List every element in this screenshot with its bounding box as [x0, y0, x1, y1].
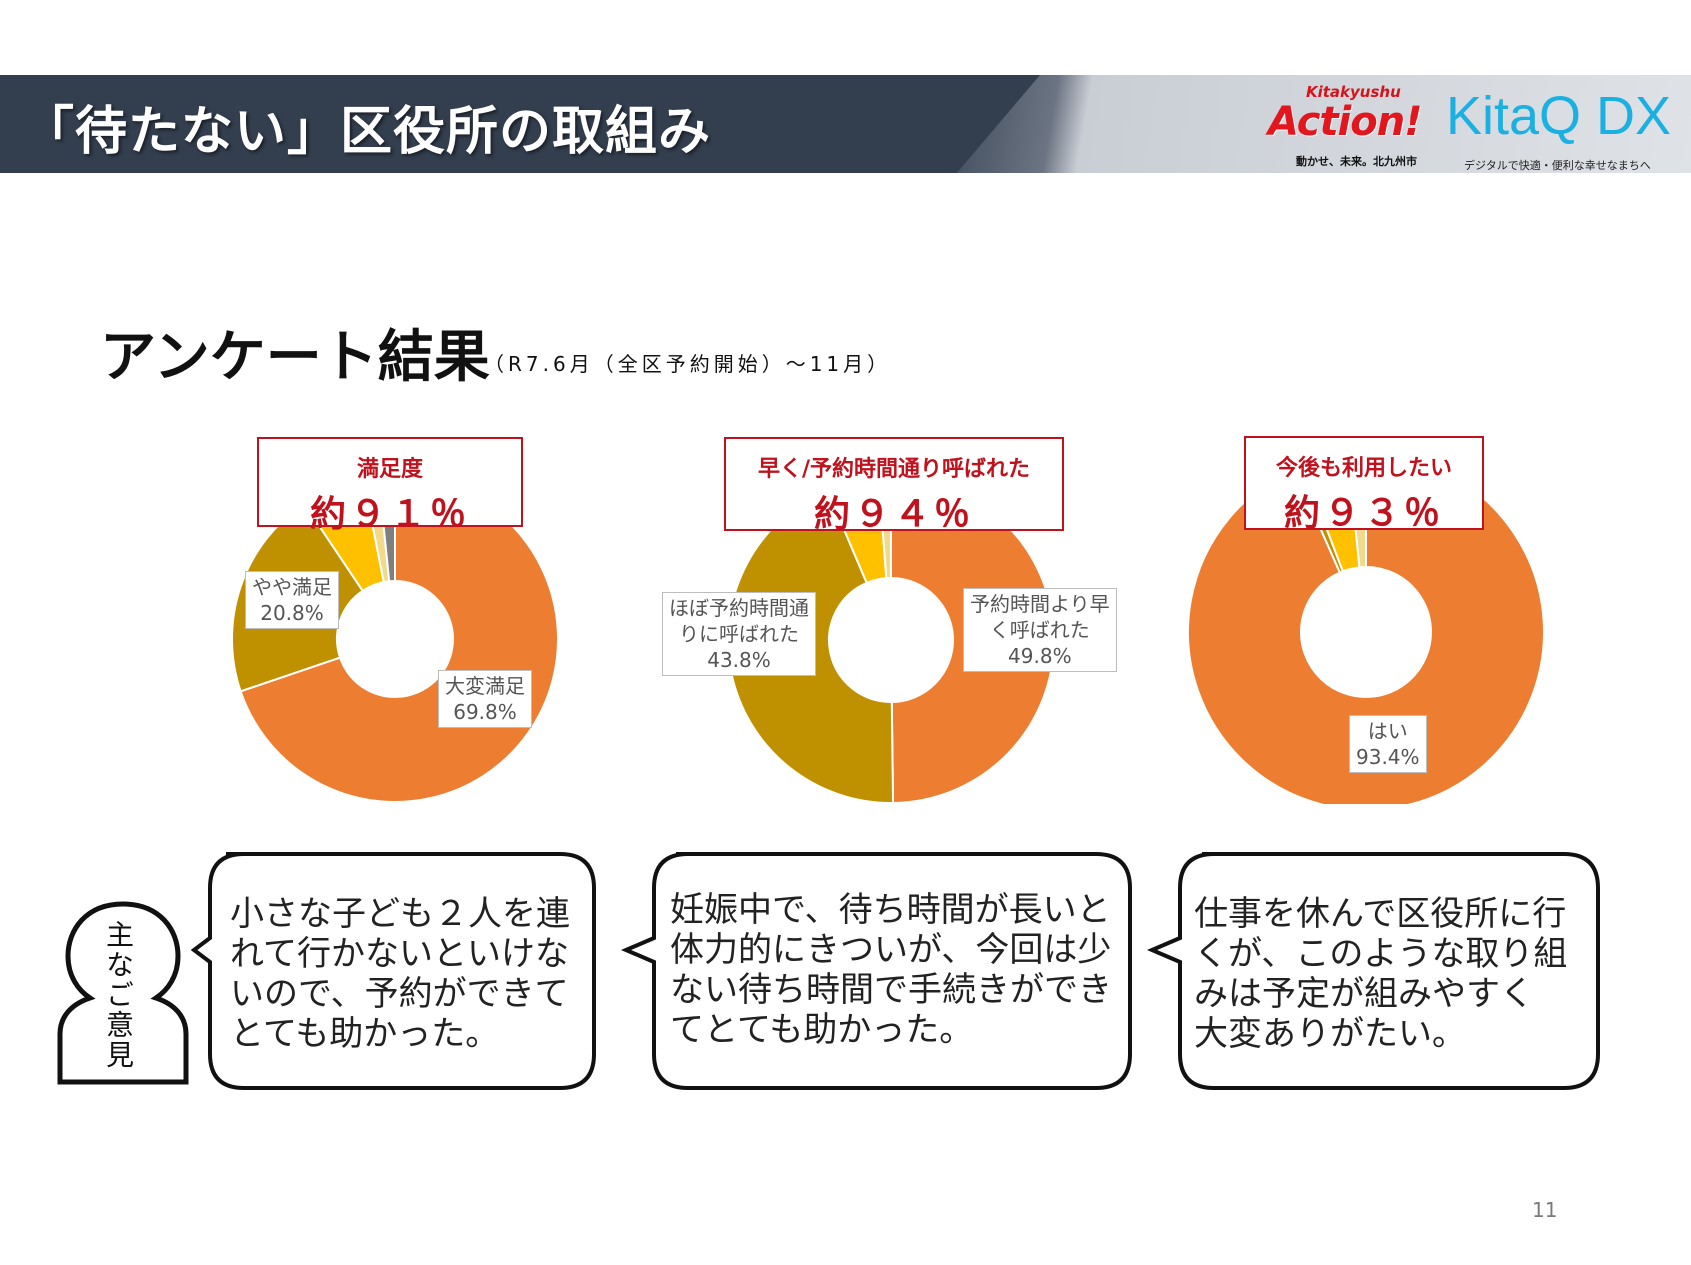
data-label-line1: 予約時間より早 — [970, 592, 1110, 616]
data-label-value: 20.8% — [260, 601, 324, 625]
data-label-name: 大変満足 — [445, 674, 525, 698]
page-number: 11 — [1532, 1198, 1558, 1222]
satisfaction-callout: 満足度 約９１％ — [257, 437, 523, 535]
donut-slice-2-0 — [1188, 474, 1544, 804]
called-on-time-callout: 早く/予約時間通り呼ばれた 約９４％ — [724, 437, 1064, 535]
satisfaction-callout-value: 約９１％ — [309, 494, 470, 535]
data-label-yaya-manzoku: やや満足 20.8% — [245, 571, 339, 629]
called-on-time-callout-value: 約９４％ — [813, 494, 974, 535]
logo-kitaq-main-text: KitaQ DX — [1446, 86, 1672, 146]
called-on-time-callout-title: 早く/予約時間通り呼ばれた — [757, 457, 1031, 482]
future-use-callout: 今後も利用したい 約９３％ — [1244, 436, 1484, 534]
header-dark-panel — [0, 75, 1040, 173]
page-title: 「待たない」区役所の取組み — [22, 102, 712, 162]
data-label-taihen-manzoku: 大変満足 69.8% — [438, 670, 532, 728]
section-subtitle: （R7.6月（全区予約開始）～11月） — [484, 352, 892, 376]
opinion-text-1: 小さな子ども２人を連 れて行かないといけな いので、予約ができて とても助かった… — [230, 894, 570, 1054]
future-use-callout-value: 約９３％ — [1283, 493, 1444, 534]
data-label-line2: りに呼ばれた — [679, 622, 799, 646]
kitakyushu-action-logo: Kitakyushu Action! 動かせ、未来。北九州市 — [1268, 81, 1428, 171]
speech-bubble-2 — [620, 852, 1132, 1090]
person-icon — [57, 901, 189, 1085]
data-label-line1: ほぼ予約時間通 — [669, 596, 809, 620]
logo-kitaq-tagline: デジタルで快適・便利な幸せなまちへ — [1464, 159, 1651, 172]
opinions-label: 主なご意見 — [102, 920, 135, 1070]
data-label-value: 69.8% — [453, 700, 517, 724]
data-label-yoyaku-yori-hayaku: 予約時間より早 く呼ばれた 49.8% — [963, 588, 1117, 672]
data-label-value: 43.8% — [707, 648, 771, 672]
logo-action-top-text: Kitakyushu — [1306, 83, 1401, 101]
logo-action-main-text: Action! — [1268, 99, 1422, 145]
speech-bubble-3 — [1146, 852, 1600, 1090]
data-label-hobo-jikandori: ほぼ予約時間通 りに呼ばれた 43.8% — [662, 592, 816, 676]
data-label-value: 93.4% — [1356, 745, 1420, 769]
logo-action-tagline: 動かせ、未来。北九州市 — [1296, 155, 1417, 168]
data-label-name: やや満足 — [252, 575, 332, 599]
kitaq-dx-logo: KitaQ DX デジタルで快適・便利な幸せなまちへ — [1446, 85, 1686, 172]
speech-bubble-1 — [190, 852, 596, 1090]
future-use-callout-title: 今後も利用したい — [1275, 456, 1452, 481]
satisfaction-callout-title: 満足度 — [356, 457, 423, 482]
data-label-hai: はい 93.4% — [1349, 715, 1427, 773]
header-bar: 「待たない」区役所の取組み Kitakyushu Action! 動かせ、未来。… — [0, 75, 1691, 173]
data-label-value: 49.8% — [1008, 644, 1072, 668]
section-title: アンケート結果 — [100, 325, 490, 390]
opinion-text-3: 仕事を休んで区役所に行 くが、このような取り組 みは予定が組みやすく 大変ありが… — [1194, 894, 1568, 1054]
opinion-text-2: 妊娠中で、待ち時間が長いと 体力的にきついが、今回は少 ない待ち時間で手続きがで… — [670, 890, 1112, 1050]
data-label-name: はい — [1367, 719, 1408, 743]
data-label-line2: く呼ばれた — [989, 618, 1090, 642]
